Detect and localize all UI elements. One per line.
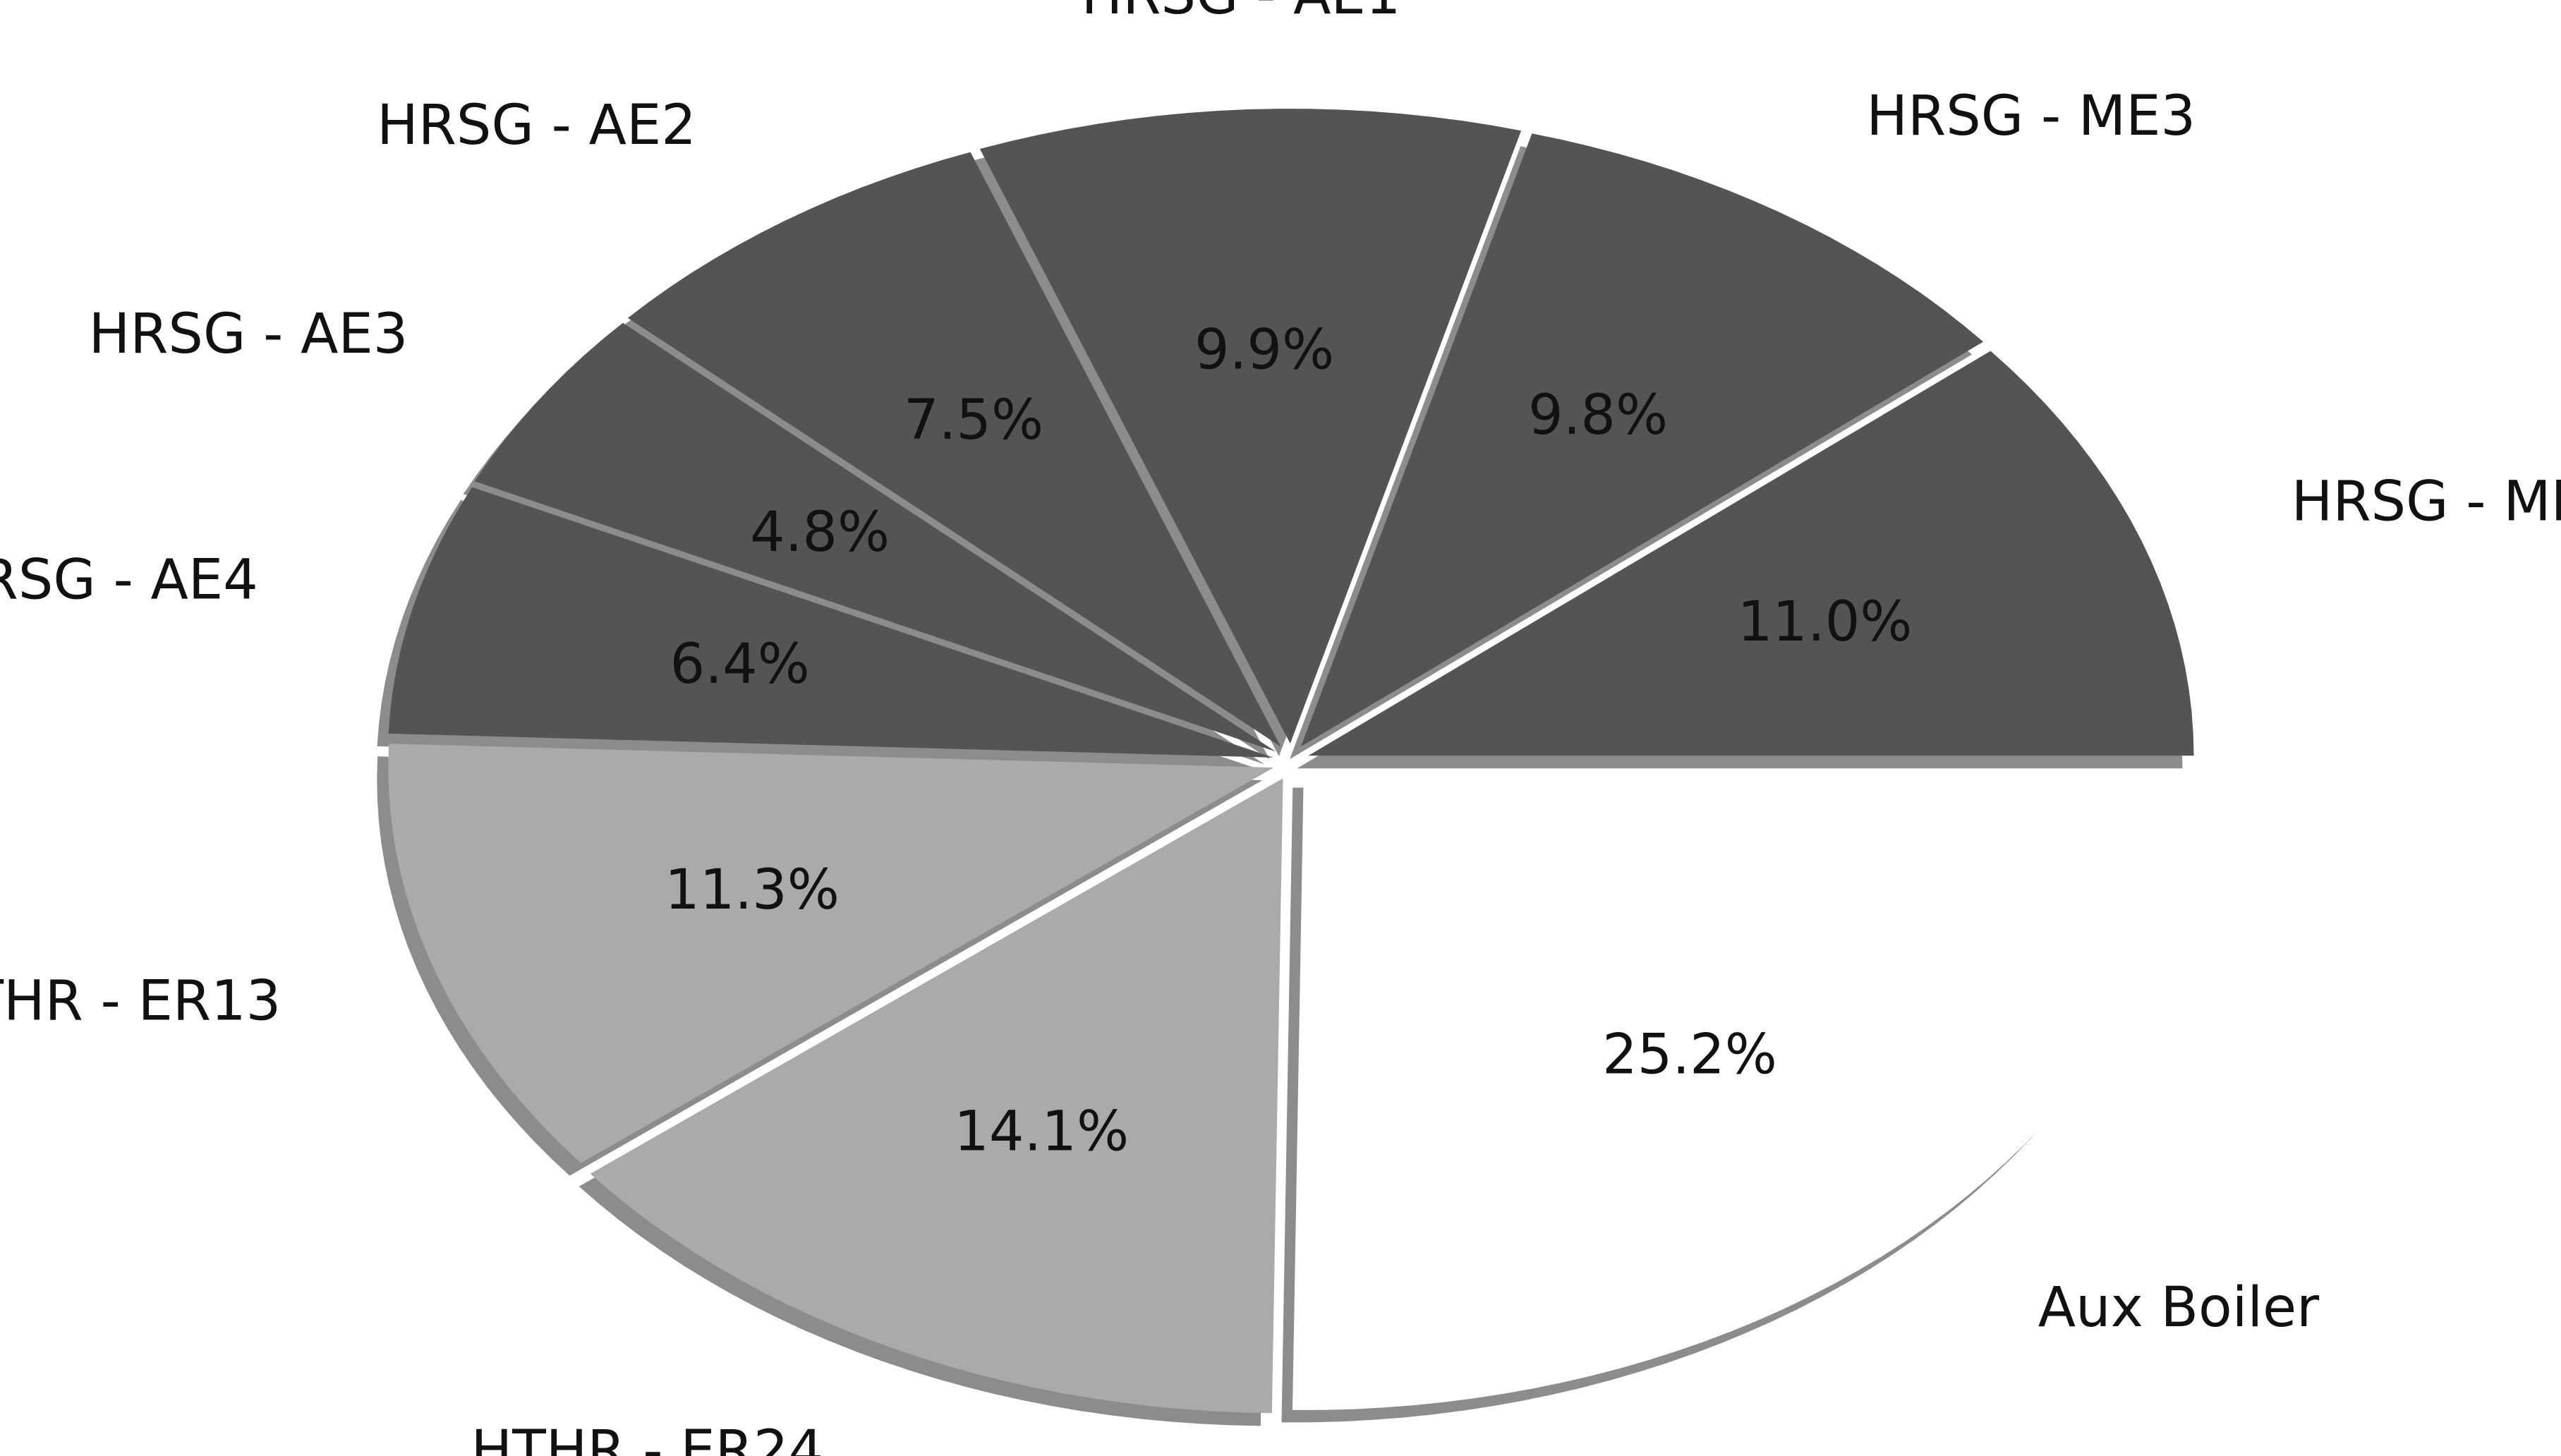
pie-slice-hrsg-me3 xyxy=(1301,133,1984,747)
pct-label-hthr-er13: 11.3% xyxy=(665,859,840,922)
pct-label-hrsg-ae2: 7.5% xyxy=(904,389,1043,452)
pie-slice-hthr-er13 xyxy=(388,744,1274,1163)
category-label-hrsg-ae3: HRSG - AE3 xyxy=(89,303,408,366)
pct-label-hrsg-me3: 9.8% xyxy=(1528,384,1668,447)
category-label-hrsg-me3: HRSG - ME3 xyxy=(1866,85,2196,148)
pie-slice-hrsg-ae2 xyxy=(627,152,1281,747)
category-label-hthr-er24: HTHR - ER24 xyxy=(471,1419,823,1456)
category-label-hrsg-me2: HRSG - ME2 xyxy=(2291,471,2561,534)
pie-slice-hrsg-me2 xyxy=(1308,351,2194,756)
pie-slice-hrsg-ae1 xyxy=(979,109,1522,744)
category-label-hrsg-ae1: HRSG - AE1 xyxy=(1082,0,1401,27)
pct-label-hrsg-ae3: 4.8% xyxy=(750,501,890,564)
pie-slices xyxy=(377,109,2194,1426)
category-label-hrsg-ae4: HRSG - AE4 xyxy=(0,549,258,612)
pct-label-hrsg-me2: 11.0% xyxy=(1738,590,1913,654)
category-label-hrsg-ae2: HRSG - AE2 xyxy=(377,94,696,157)
category-label-aux-boiler: Aux Boiler xyxy=(2038,1276,2320,1340)
pie-slice-hrsg-ae3 xyxy=(474,322,1276,752)
pie-slice-hthr-er24 xyxy=(590,778,1283,1414)
pie-slice-aux-boiler xyxy=(1292,775,2190,1410)
pct-label-aux-boiler: 25.2% xyxy=(1602,1024,1777,1087)
pct-label-hthr-er24: 14.1% xyxy=(954,1100,1129,1163)
category-label-hthr-er13: HTHR - ER13 xyxy=(0,970,281,1033)
pct-label-hrsg-ae1: 9.9% xyxy=(1194,319,1334,382)
pct-label-hrsg-ae4: 6.4% xyxy=(670,633,810,696)
pie-slice-hrsg-ae4 xyxy=(388,487,1273,758)
